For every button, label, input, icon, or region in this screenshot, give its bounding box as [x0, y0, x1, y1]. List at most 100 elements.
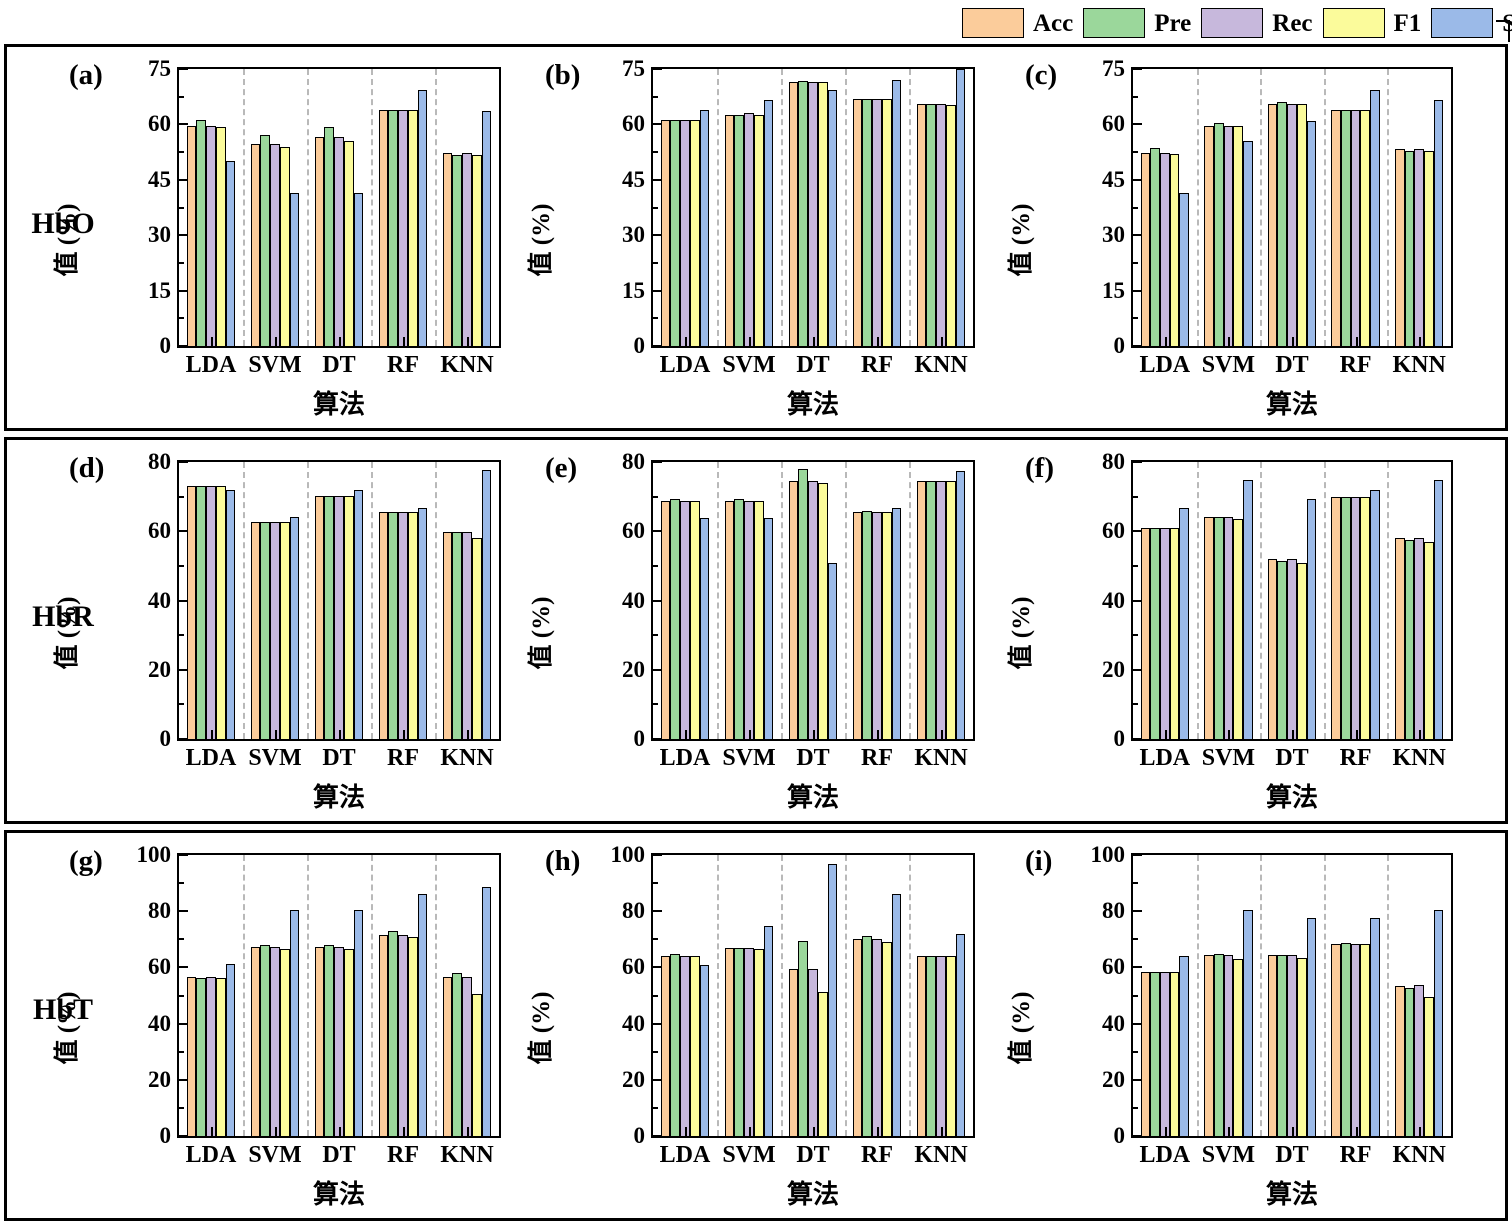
y-tick-major-a-0 [179, 345, 188, 347]
bar-c-dt-pre [1277, 101, 1288, 346]
bar-f-knn-rec [1414, 538, 1425, 739]
x-tick-label-c-lda: LDA [1139, 352, 1191, 378]
bar-a-knn-f1 [471, 155, 482, 346]
bar-a-svm-f1 [279, 146, 290, 346]
bar-groups-a [179, 69, 499, 346]
bar-a-lda-pre [196, 119, 207, 346]
subplot-c: (c) 值 (%) 0 15 30 45 60 75 LDA SVM DT RF KNN 算法 [1008, 47, 1507, 428]
bar-h-svm-pre [734, 948, 745, 1136]
x-tick-label-d-rf: RF [387, 745, 419, 771]
plot-inner-e: 0 20 40 60 80 [622, 449, 973, 751]
bar-group-g-rf [371, 855, 435, 1136]
y-tick-major-b-0 [653, 345, 662, 347]
bar-a-rf-rec [398, 109, 408, 346]
bar-group-f-knn [1387, 462, 1451, 739]
y-tick-major-c-45 [1133, 178, 1142, 181]
bars-e-lda [660, 462, 710, 739]
y-tick-minor-h-30 [653, 1050, 658, 1053]
y-tick-minor-a-67.5 [179, 95, 184, 98]
bars-b-lda [660, 69, 710, 346]
bar-groups-c [1133, 69, 1451, 346]
bar-group-h-knn [909, 855, 973, 1136]
y-tick-label-c-75: 75 [1102, 56, 1125, 81]
bar-h-lda-rec [680, 955, 690, 1136]
bar-a-knn-acc [442, 153, 453, 346]
bars-h-knn [916, 855, 966, 1136]
y-tick-minor-f-10 [1133, 703, 1138, 706]
bar-e-rf-rec [872, 511, 882, 739]
bar-e-lda-spe [699, 518, 710, 739]
bar-a-dt-acc [314, 136, 325, 346]
bar-f-rf-f1 [1360, 496, 1371, 739]
bar-b-rf-rec [872, 98, 882, 346]
y-axis-label-c: 值 (%) [1008, 203, 1035, 277]
y-tick-minor-h-90 [653, 882, 658, 885]
bar-d-lda-f1 [215, 485, 226, 739]
x-tick-label-c-svm: SVM [1201, 352, 1256, 378]
bar-f-lda-pre [1150, 527, 1160, 739]
plot-inner-g: 0 20 40 60 80 100 [137, 842, 499, 1148]
bars-g-knn [442, 855, 492, 1136]
bars-f-knn [1395, 462, 1444, 739]
x-tick-label-b-dt: DT [796, 352, 830, 378]
y-tick-label-c-45: 45 [1102, 166, 1125, 192]
bar-e-svm-spe [763, 518, 774, 739]
bar-group-a-rf [371, 69, 435, 346]
y-tick-major-a-15 [179, 289, 188, 292]
x-tick-labels-a: LDA SVM DT RF KNN [179, 352, 499, 379]
y-tick-label-g-40: 40 [148, 1010, 171, 1036]
group-divider-a-2 [307, 69, 309, 346]
bar-group-c-rf [1324, 69, 1388, 346]
bar-d-dt-spe [353, 490, 364, 739]
plot-area-i: 0 20 40 60 80 100 LDA SVM DT RF KNN 算法 [1091, 842, 1453, 1209]
bars-g-rf [378, 855, 428, 1136]
y-tick-major-i-100 [1133, 854, 1142, 856]
bar-a-svm-pre [260, 134, 271, 346]
y-tick-label-b-0: 0 [633, 333, 646, 358]
bar-d-lda-rec [206, 485, 216, 739]
bars-b-rf [852, 69, 902, 346]
bar-h-knn-rec [936, 955, 946, 1136]
bar-h-svm-f1 [753, 949, 764, 1136]
y-tick-label-i-80: 80 [1102, 898, 1125, 924]
y-tick-label-a-75: 75 [148, 56, 171, 81]
bar-g-rf-acc [378, 935, 389, 1136]
x-tick-label-h-svm: SVM [722, 1142, 776, 1168]
plot-area-h: 0 20 40 60 80 100 LDA SVM DT RF KNN 算法 [611, 842, 975, 1209]
bar-e-knn-f1 [945, 481, 956, 739]
bar-d-rf-rec [398, 511, 408, 739]
y-tick-major-e-0 [653, 738, 662, 740]
bar-g-lda-spe [225, 964, 236, 1136]
bar-e-rf-acc [852, 511, 863, 739]
x-tick-i-knn [1419, 1127, 1422, 1136]
x-tick-label-e-lda: LDA [659, 745, 711, 771]
y-tick-label-h-100: 100 [610, 842, 646, 867]
x-axis-title-a: 算法 [312, 390, 365, 419]
y-tick-minor-c-22.5 [1133, 261, 1138, 264]
bar-f-svm-f1 [1233, 519, 1243, 739]
bar-b-knn-rec [936, 104, 946, 346]
y-tick-minor-h-70 [653, 938, 658, 941]
bar-group-f-rf [1324, 462, 1388, 739]
bar-group-a-knn [435, 69, 499, 346]
y-tick-major-f-40 [1133, 599, 1142, 602]
y-tick-major-b-30 [653, 234, 662, 237]
group-divider-d-2 [307, 462, 309, 739]
group-divider-i-4 [1387, 855, 1390, 1136]
bar-g-dt-rec [334, 947, 344, 1136]
group-divider-f-3 [1323, 462, 1326, 739]
bar-e-lda-acc [660, 501, 671, 739]
bars-h-lda [660, 855, 710, 1136]
x-tick-d-dt [339, 730, 341, 739]
y-tick-major-e-60 [653, 530, 662, 533]
bar-i-rf-acc [1331, 943, 1342, 1136]
row-label-hbo: HbO [31, 207, 95, 240]
y-tick-label-h-80: 80 [622, 898, 645, 924]
bar-b-dt-rec [808, 81, 818, 346]
bar-h-rf-rec [872, 939, 882, 1136]
y-tick-minor-e-10 [653, 703, 658, 706]
bar-group-i-knn [1387, 855, 1451, 1136]
bar-e-svm-rec [744, 501, 754, 739]
x-tick-c-knn [1419, 337, 1422, 346]
legend-entry-spe: Spe [1431, 8, 1512, 38]
